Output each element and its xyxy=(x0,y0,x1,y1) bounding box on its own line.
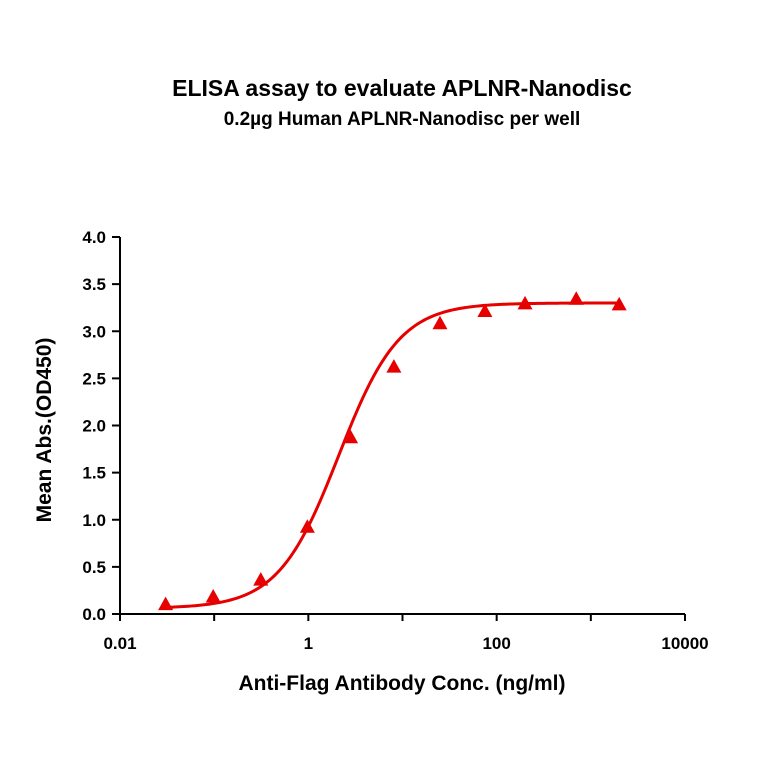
y-tick-label: 1.0 xyxy=(82,511,106,530)
data-point-marker xyxy=(386,359,402,373)
y-tick-label: 0.5 xyxy=(82,558,106,577)
y-tick-label: 1.5 xyxy=(82,464,106,483)
data-point-marker xyxy=(517,295,533,310)
x-axis-ticks: 0.01 1 100 10000 xyxy=(103,614,709,653)
data-point-marker xyxy=(158,596,174,611)
x-axis-label: Anti-Flag Antibody Conc. (ng/ml) xyxy=(238,672,565,695)
y-axis-ticks: 0.0 0.5 1.0 1.5 2.0 2.5 3.0 3.5 4.0 xyxy=(82,228,120,624)
plot-area: 0.0 0.5 1.0 1.5 2.0 2.5 3.0 3.5 4.0 0.01 1 100 1000… xyxy=(82,228,708,653)
y-tick-label: 4.0 xyxy=(82,228,106,247)
chart-title: ELISA assay to evaluate APLNR-Nanodisc xyxy=(172,75,632,101)
data-point-marker xyxy=(343,429,359,444)
data-point-marker xyxy=(205,589,221,603)
data-point-marker xyxy=(568,291,584,305)
x-tick-label: 100 xyxy=(482,634,510,653)
data-markers xyxy=(158,291,627,611)
y-tick-label: 2.0 xyxy=(82,417,106,436)
x-tick-label: 1 xyxy=(304,634,313,653)
y-tick-label: 3.0 xyxy=(82,322,106,341)
data-point-marker xyxy=(611,296,627,311)
data-point-marker xyxy=(299,519,315,533)
y-tick-label: 2.5 xyxy=(82,369,106,388)
y-tick-label: 3.5 xyxy=(82,275,106,294)
x-tick-label: 0.01 xyxy=(103,634,136,653)
data-point-marker xyxy=(477,303,493,317)
y-axis-label: Mean Abs.(OD450) xyxy=(33,338,56,523)
data-point-marker xyxy=(253,572,269,586)
y-tick-label: 0.0 xyxy=(82,605,106,624)
data-point-marker xyxy=(432,315,448,330)
fit-curve xyxy=(165,301,620,609)
x-tick-label: 10000 xyxy=(661,634,708,653)
chart-subtitle: 0.2µg Human APLNR-Nanodisc per well xyxy=(224,109,581,130)
